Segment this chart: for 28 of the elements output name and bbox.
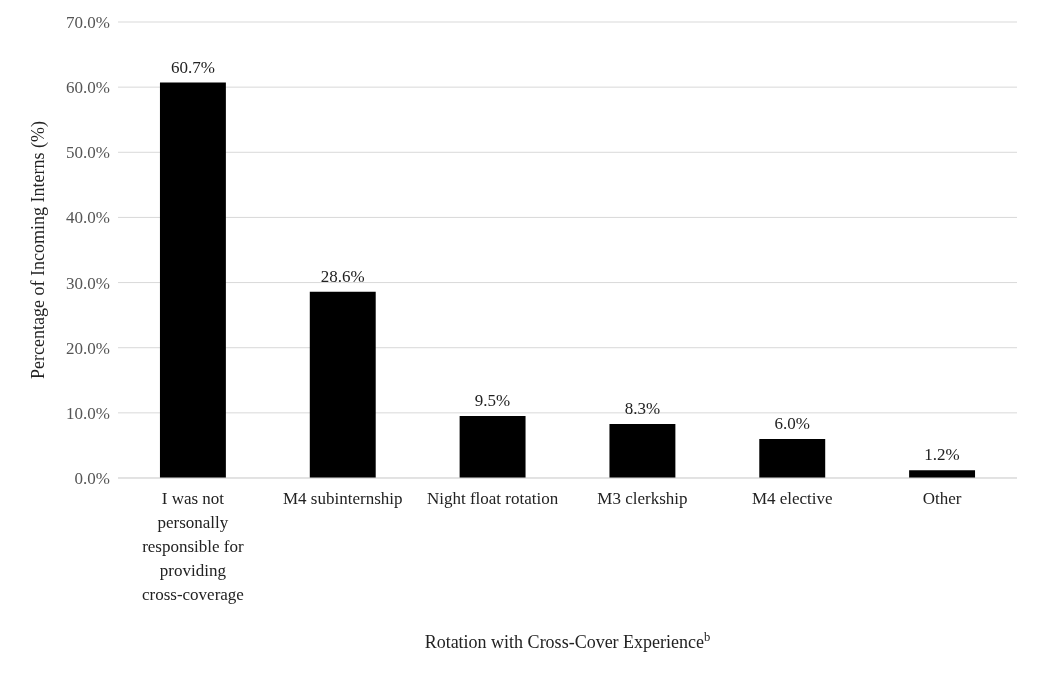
- data-label: 6.0%: [774, 413, 810, 433]
- x-tick-label: I was not personally responsible for providing cross-coverage: [141, 489, 244, 605]
- y-tick-label: 30.0%: [66, 273, 110, 293]
- bar: [159, 82, 226, 478]
- y-tick-label: 20.0%: [66, 338, 110, 358]
- y-tick-label: 10.0%: [66, 403, 110, 423]
- x-tick-label: M4 elective: [751, 489, 833, 509]
- y-tick-label: 0.0%: [74, 469, 110, 489]
- y-tick-label: 70.0%: [66, 13, 110, 33]
- y-tick-label: 60.0%: [66, 78, 110, 98]
- data-label: 60.7%: [170, 57, 215, 77]
- bar: [459, 416, 526, 478]
- data-label: 28.6%: [320, 266, 365, 286]
- x-tick-label: M4 subinternship: [283, 489, 403, 509]
- y-tick-label: 40.0%: [66, 208, 110, 228]
- bar: [909, 470, 976, 478]
- y-tick-label: 50.0%: [66, 143, 110, 163]
- data-label: 9.5%: [474, 391, 511, 411]
- x-tick-label: Other: [922, 489, 962, 509]
- bar: [759, 438, 826, 478]
- y-axis-title: Percentage of Incoming Interns (%): [28, 121, 50, 379]
- x-tick-label: M3 clerkship: [597, 489, 688, 509]
- x-axis-title: Rotation with Cross-Cover Experience$^{b}$: [424, 630, 711, 652]
- data-label: 8.3%: [624, 398, 661, 418]
- bar: [309, 291, 376, 478]
- bar: [609, 423, 676, 478]
- data-label: 1.2%: [924, 445, 960, 465]
- x-tick-label: Night float rotation: [426, 489, 559, 509]
